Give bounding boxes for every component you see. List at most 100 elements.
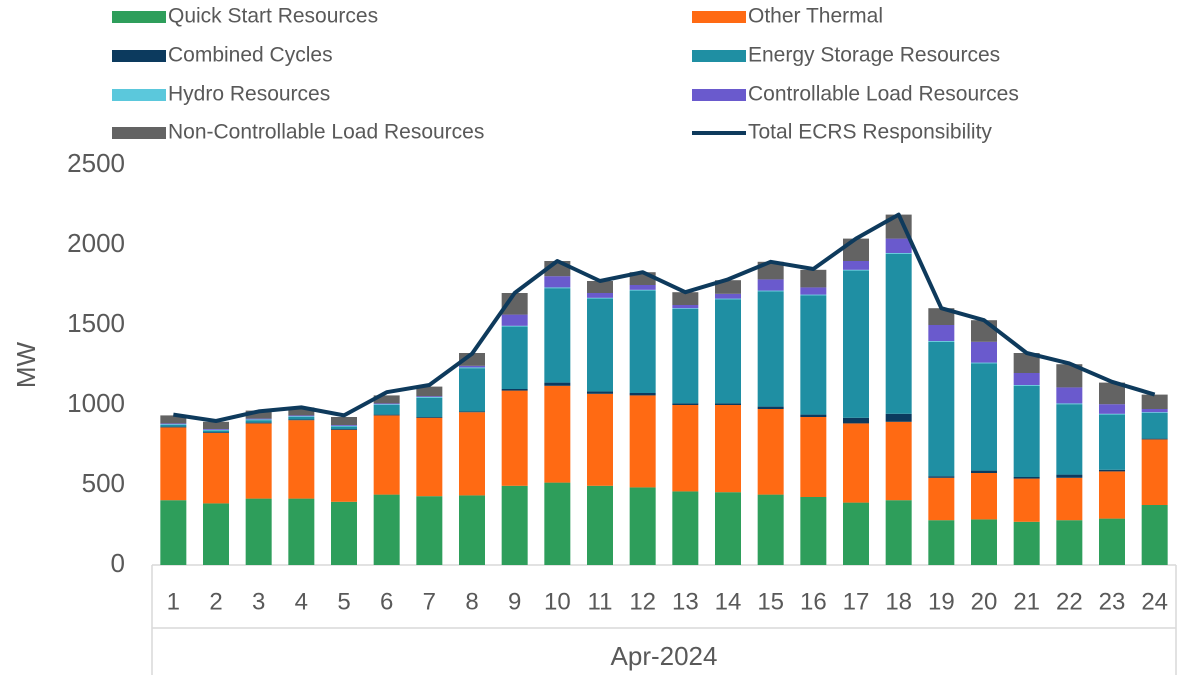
x-tick-label: 10 [544,588,571,615]
legend-swatch [112,50,166,62]
bar-segment [715,298,741,300]
bar-segment [1099,413,1125,415]
bar-segment [160,415,187,424]
x-tick-label: 15 [757,588,784,615]
y-tick-label: 2000 [67,228,125,258]
bar-segment [1056,520,1083,565]
bar-segment [587,391,613,394]
bar-segment [672,308,699,309]
bar-segment [971,473,997,520]
legend-swatch [692,11,746,23]
bar-segment [1099,518,1125,565]
bar-segment [501,485,528,565]
bar-segment [459,367,485,369]
bar-segment [587,297,613,299]
bar-segment [160,425,187,427]
y-tick-label: 2500 [67,148,125,178]
legend-label: Controllable Load Resources [748,83,1019,106]
bar-segment [928,520,955,565]
bar-segment [757,406,784,409]
bar-segment [629,285,656,290]
bar-segment [160,423,187,425]
bar-segment [885,253,912,414]
bar-segment [1099,469,1125,472]
legend-swatch [112,11,166,23]
bar-segment [1056,387,1083,404]
bar-segment [1056,403,1083,405]
bar-segment [672,403,699,405]
bar-segment [459,411,485,413]
bar-segment [288,415,315,417]
legend-label: Energy Storage Resources [748,44,1000,67]
bar-segment [288,416,315,417]
legend-label: Total ECRS Responsibility [748,121,992,144]
y-tick-label: 500 [82,468,125,498]
bar-segment [1013,373,1040,385]
bar-segment [885,421,912,501]
bar-segment [416,386,443,397]
bar-segment [203,433,229,504]
bar-segment [1141,412,1168,413]
bar-segment [416,496,443,565]
bar-segment [203,432,229,433]
bar-segment [1099,414,1125,470]
bar-segment [416,397,443,417]
bar-segment [245,422,272,424]
x-tick-label: 17 [843,588,870,615]
bar-segment [331,426,357,429]
bar-segment [843,238,869,261]
bar-segment [459,365,485,368]
bar-segment [928,341,955,477]
bar-segment [715,280,741,294]
x-tick-label: 6 [380,588,393,615]
legend-swatch [692,50,746,62]
bar-segment [928,325,955,341]
bar-segment [971,341,997,363]
bar-segment [800,294,827,296]
bar-segment [331,501,357,565]
bar-segment [587,485,613,565]
bar-segment [544,385,571,483]
bar-segment [715,403,741,405]
bar-segment [288,420,315,499]
bar-segment [1099,471,1125,519]
x-tick-label: 4 [295,588,308,615]
bar-segment [245,423,272,499]
bar-segment [331,425,357,426]
bar-segment [587,393,613,486]
bar-segment [715,492,741,565]
bar-segment [544,288,571,383]
x-tick-label: 12 [629,588,656,615]
legend-swatch [692,89,746,101]
legend-label: Hydro Resources [168,83,330,106]
bar-segment [544,482,571,565]
x-group-label: Apr-2024 [611,641,718,671]
bar-segment [800,497,827,565]
bar-segment [672,405,699,492]
bar-segment [629,289,656,291]
x-tick-label: 24 [1141,588,1168,615]
legend-swatch [112,89,166,101]
bar-segment [373,403,400,405]
bar-segment [1141,413,1168,439]
bar-segment [1013,385,1040,386]
bar-segment [160,427,187,501]
bar-segment [757,290,784,292]
bar-segment [843,270,869,418]
bar-segment [1141,505,1168,565]
bar-segment [757,279,784,291]
bar-segment [800,417,827,497]
bar-segment [416,396,443,397]
bar-segment [885,500,912,565]
bar-segment [715,299,741,404]
bar-segment [416,417,443,418]
bar-segment [373,494,400,565]
x-tick-label: 14 [715,588,742,615]
y-axis-label: MW [11,341,41,388]
bar-segment [331,425,357,427]
bar-segment [971,362,997,364]
bar-segment [331,429,357,502]
bar-segment [971,470,997,473]
x-tick-label: 5 [337,588,350,615]
bar-segment [1013,477,1040,479]
